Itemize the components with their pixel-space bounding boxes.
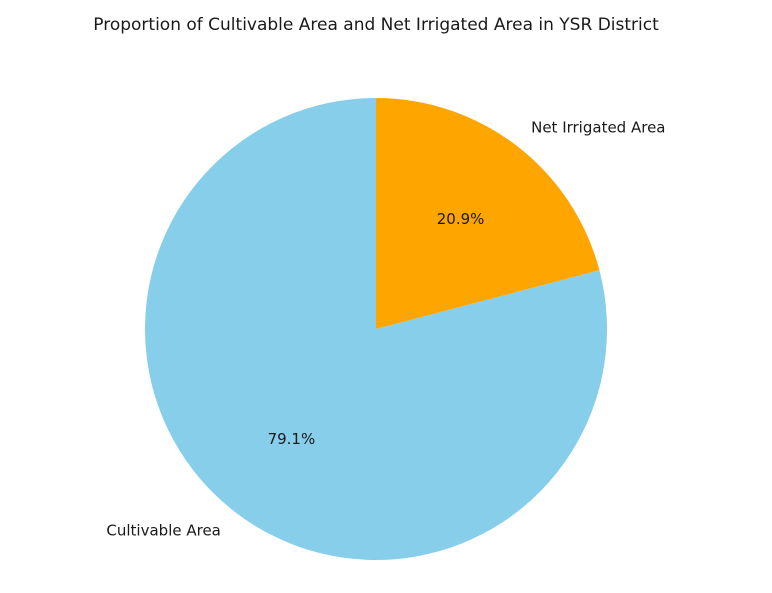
chart-title: Proportion of Cultivable Area and Net Ir… — [93, 15, 659, 35]
pie-slices — [145, 98, 608, 560]
pct-label-net-irrigated-area: 20.9% — [437, 210, 485, 228]
slice-label-net-irrigated-area: Net Irrigated Area — [531, 119, 665, 137]
pie-slice-cultivable-area — [145, 98, 608, 560]
pie-labels: 79.1% Cultivable Area 20.9% Net Irrigated A… — [106, 119, 665, 540]
pie-slice-net-irrigated-area — [376, 98, 600, 329]
slice-label-cultivable-area: Cultivable Area — [106, 521, 220, 539]
pct-label-cultivable-area: 79.1% — [268, 430, 316, 448]
